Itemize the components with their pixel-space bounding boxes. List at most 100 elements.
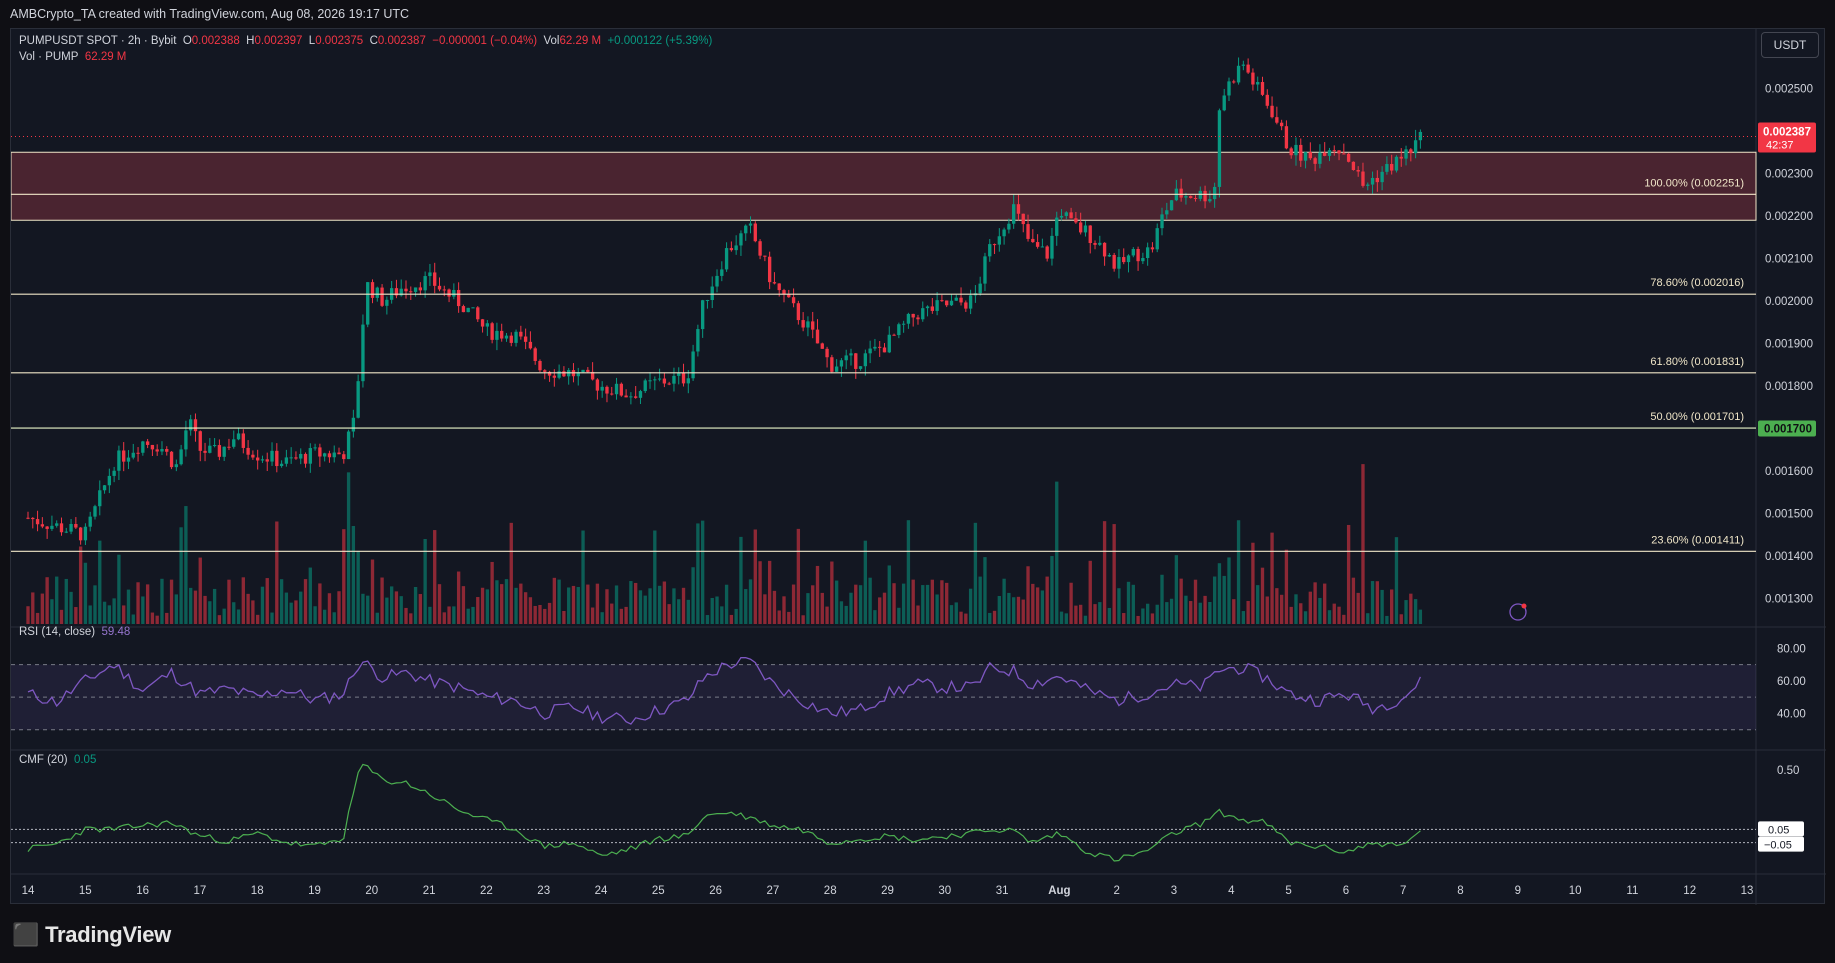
candle[interactable] — [1007, 223, 1011, 230]
candle[interactable] — [31, 517, 35, 520]
candle[interactable] — [1356, 170, 1360, 172]
candle[interactable] — [1318, 152, 1322, 164]
candle[interactable] — [236, 433, 241, 440]
candle[interactable] — [1141, 258, 1145, 262]
candle[interactable] — [610, 393, 614, 395]
candle[interactable] — [868, 348, 872, 354]
candle[interactable] — [203, 450, 207, 453]
candle[interactable] — [1270, 105, 1274, 118]
candle[interactable] — [930, 306, 935, 311]
candle[interactable] — [514, 331, 518, 343]
candle[interactable] — [715, 275, 719, 287]
candle[interactable] — [624, 395, 628, 398]
candle[interactable] — [595, 379, 600, 391]
candle[interactable] — [40, 524, 45, 527]
candle[interactable] — [1299, 144, 1303, 161]
candle[interactable] — [1074, 218, 1078, 223]
candle[interactable] — [662, 378, 667, 384]
candle[interactable] — [724, 248, 729, 270]
candle[interactable] — [1064, 212, 1068, 216]
candle[interactable] — [275, 450, 279, 467]
candle[interactable] — [1107, 254, 1112, 257]
candle[interactable] — [806, 321, 810, 328]
candle[interactable] — [246, 447, 250, 455]
candle[interactable] — [1088, 225, 1092, 244]
candle[interactable] — [672, 375, 676, 384]
candle[interactable] — [1189, 196, 1193, 199]
candle[interactable] — [720, 269, 724, 276]
candle[interactable] — [184, 430, 188, 450]
candle[interactable] — [112, 470, 116, 476]
candle[interactable] — [1279, 122, 1284, 127]
candle[interactable] — [461, 306, 466, 313]
candle[interactable] — [997, 236, 1001, 245]
candle[interactable] — [600, 386, 604, 391]
candle[interactable] — [586, 369, 590, 372]
candle[interactable] — [1217, 110, 1222, 187]
candle[interactable] — [815, 329, 820, 344]
candle[interactable] — [897, 324, 901, 336]
candle[interactable] — [442, 289, 446, 291]
candle[interactable] — [705, 300, 710, 302]
candle[interactable] — [1241, 64, 1246, 66]
candle[interactable] — [169, 451, 174, 468]
volume-label[interactable]: Vol · PUMP — [19, 51, 79, 63]
candle[interactable] — [313, 447, 317, 449]
candle[interactable] — [1208, 199, 1212, 202]
candle[interactable] — [93, 506, 97, 517]
candle[interactable] — [839, 360, 844, 367]
candle[interactable] — [614, 383, 619, 395]
candle[interactable] — [681, 372, 686, 384]
candle[interactable] — [466, 307, 470, 313]
candle[interactable] — [590, 371, 595, 380]
candle[interactable] — [117, 450, 121, 471]
candle[interactable] — [437, 285, 442, 290]
candle[interactable] — [318, 447, 322, 457]
candle[interactable] — [629, 396, 633, 398]
candle[interactable] — [356, 381, 360, 418]
candle[interactable] — [1246, 64, 1250, 73]
candle[interactable] — [825, 348, 829, 358]
candle[interactable] — [557, 371, 561, 378]
candle[interactable] — [1179, 188, 1183, 198]
candle[interactable] — [456, 289, 461, 307]
candle[interactable] — [471, 307, 475, 309]
candle[interactable] — [1303, 152, 1308, 161]
candle[interactable] — [954, 297, 958, 301]
candle[interactable] — [279, 463, 284, 467]
candle[interactable] — [959, 297, 963, 303]
candle[interactable] — [734, 245, 738, 251]
candle[interactable] — [1093, 243, 1097, 245]
candle[interactable] — [1256, 82, 1260, 85]
candle[interactable] — [270, 450, 274, 462]
candle[interactable] — [1112, 254, 1116, 269]
candle[interactable] — [179, 449, 183, 465]
candle[interactable] — [193, 419, 198, 432]
candle[interactable] — [150, 444, 155, 450]
candle[interactable] — [380, 287, 384, 306]
candle[interactable] — [88, 516, 92, 527]
candle[interactable] — [83, 526, 88, 541]
candle[interactable] — [791, 297, 796, 304]
candle[interactable] — [1323, 152, 1327, 156]
candle[interactable] — [964, 302, 968, 309]
candle[interactable] — [901, 323, 906, 325]
candle[interactable] — [878, 346, 882, 348]
candle[interactable] — [1145, 247, 1150, 259]
candle[interactable] — [1002, 229, 1006, 237]
candle[interactable] — [1275, 117, 1279, 123]
candle[interactable] — [1327, 150, 1332, 156]
candle[interactable] — [547, 371, 552, 376]
candle[interactable] — [260, 459, 265, 461]
candle[interactable] — [844, 355, 848, 361]
candle[interactable] — [509, 335, 513, 343]
candle[interactable] — [916, 317, 920, 320]
candle[interactable] — [490, 323, 494, 340]
candle[interactable] — [753, 223, 757, 242]
candle[interactable] — [686, 378, 690, 384]
candle[interactable] — [433, 272, 437, 286]
candle[interactable] — [949, 300, 954, 306]
candle[interactable] — [1102, 242, 1107, 257]
candle[interactable] — [337, 452, 341, 455]
candle[interactable] — [906, 313, 911, 324]
